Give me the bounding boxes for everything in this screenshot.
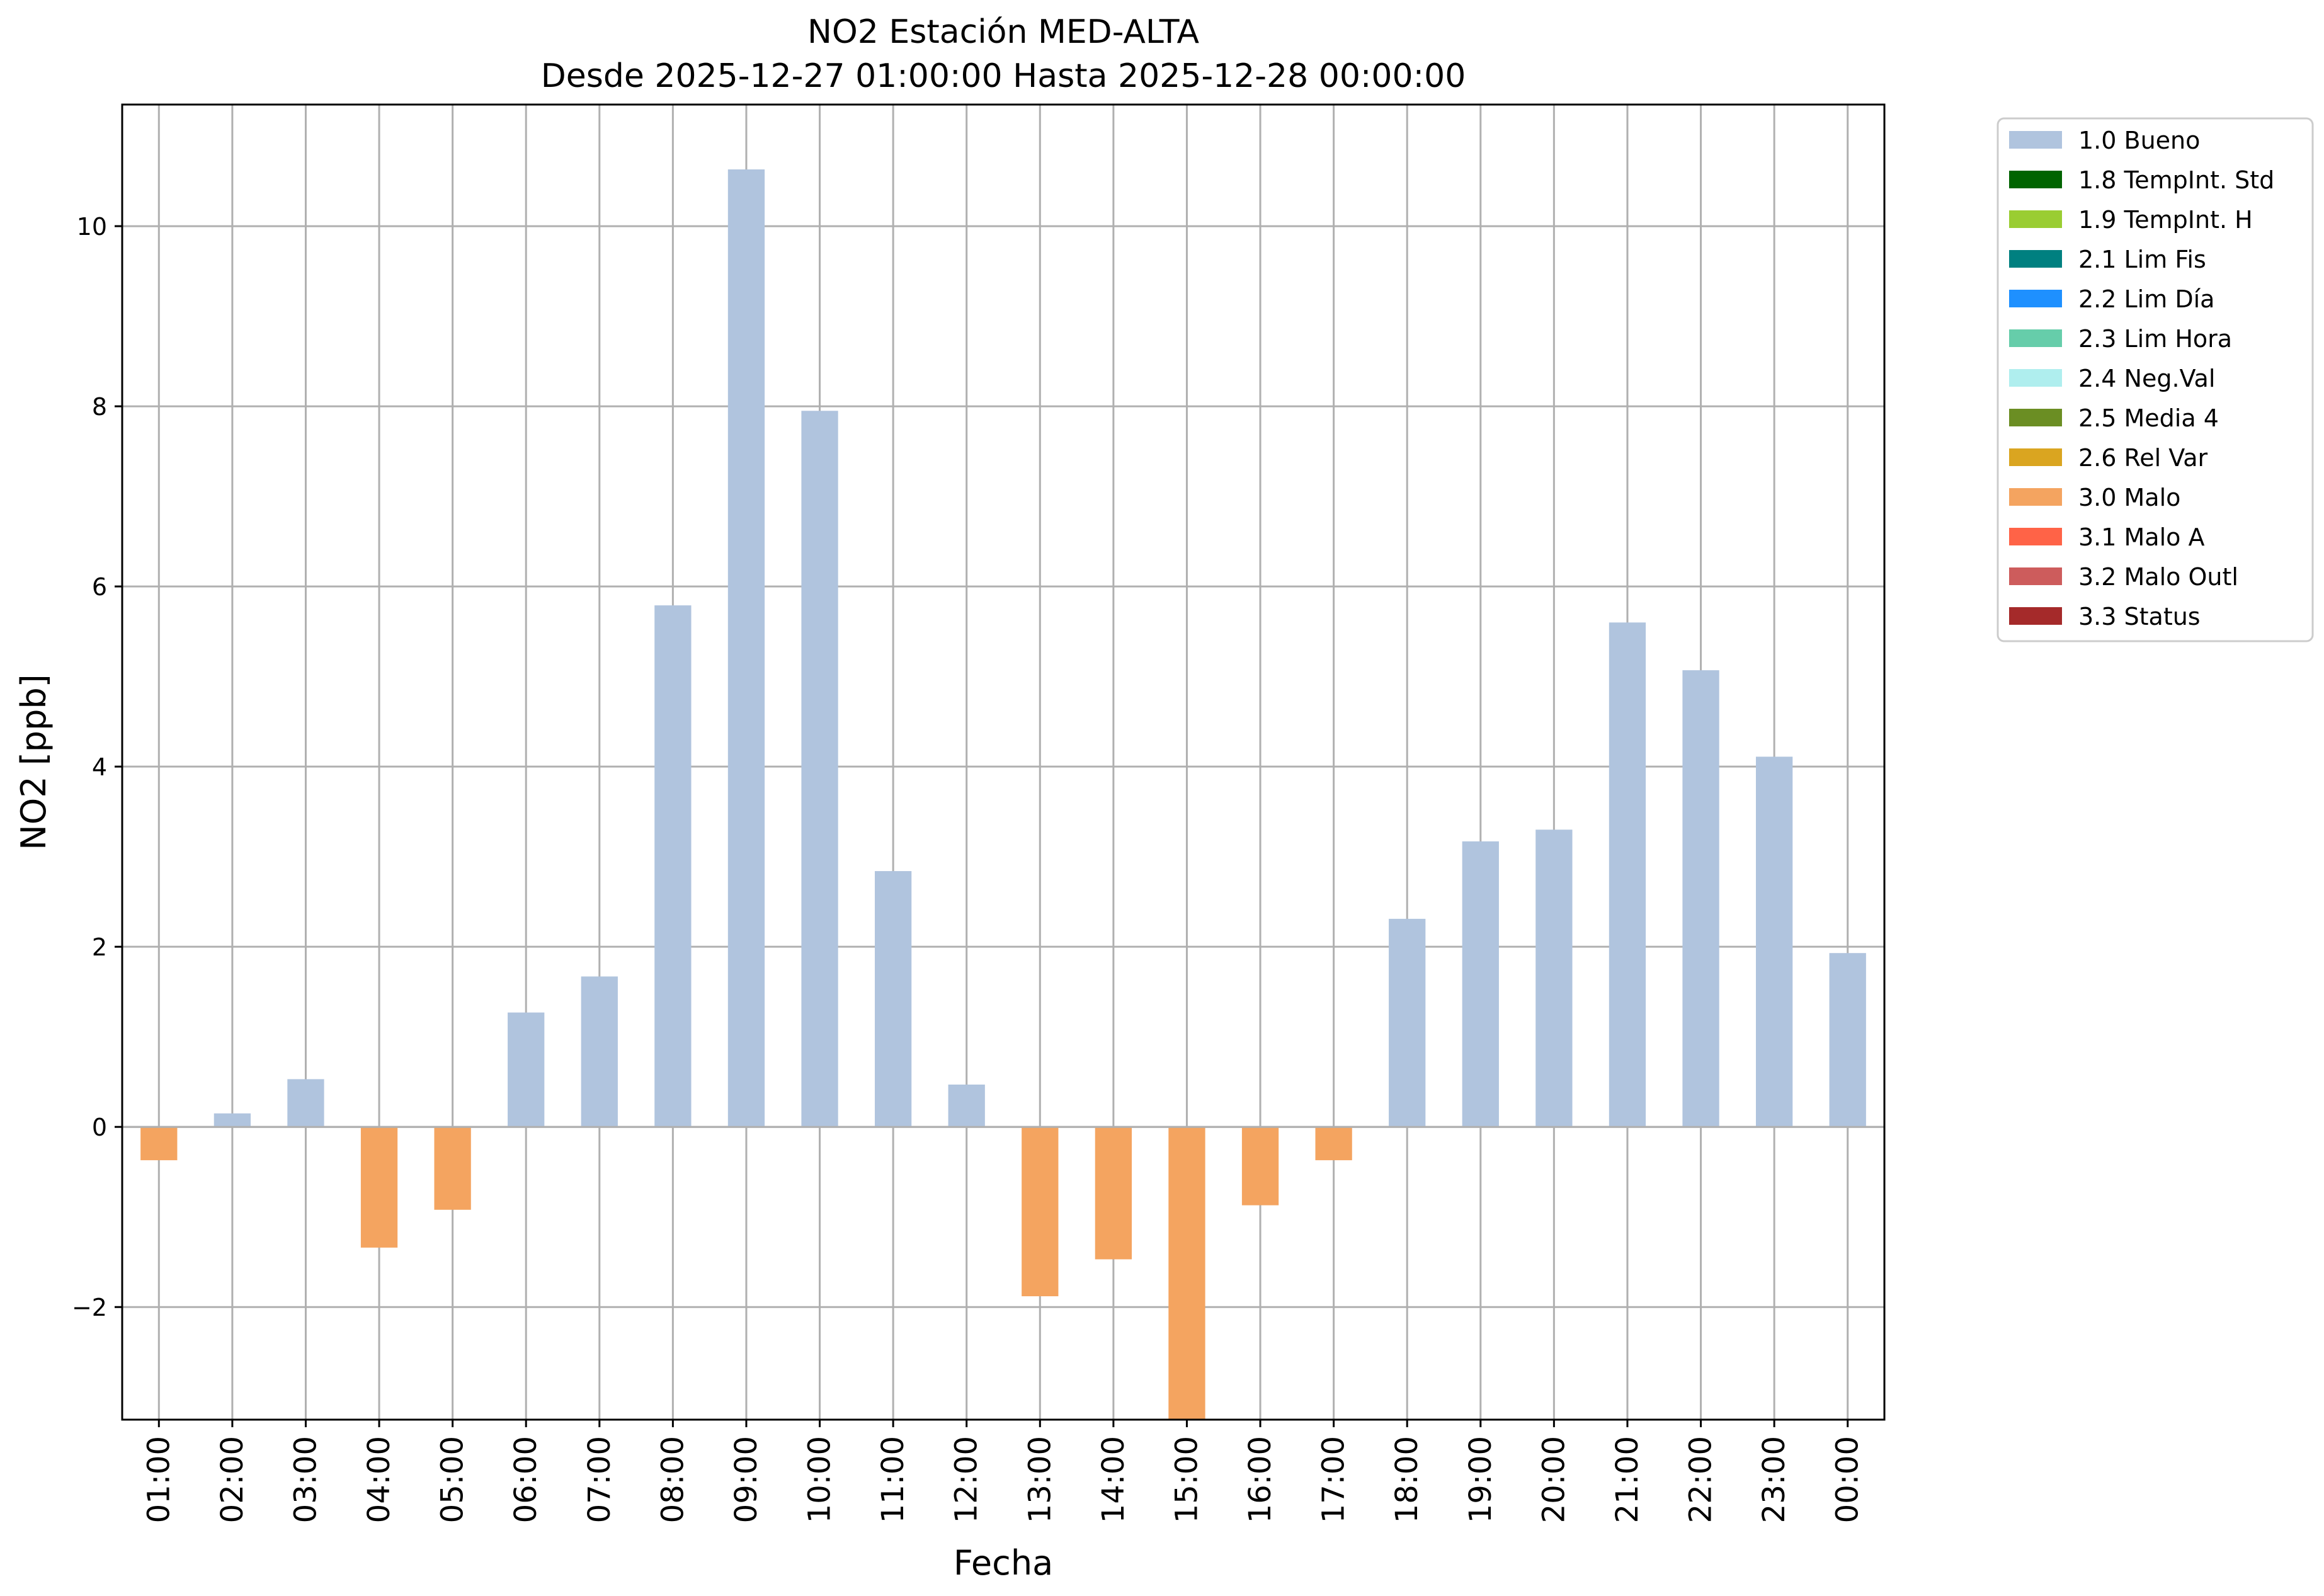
x-tick-label: 13:00: [1022, 1436, 1057, 1523]
x-tick-label: 18:00: [1389, 1436, 1425, 1523]
x-tick-label: 17:00: [1316, 1436, 1352, 1523]
legend-swatch: [2009, 409, 2062, 426]
legend-frame: [1996, 117, 2314, 642]
legend-swatch: [2009, 528, 2062, 545]
chart-subtitle: Desde 2025-12-27 01:00:00 Hasta 2025-12-…: [541, 57, 1466, 95]
bar-0000: [1829, 953, 1866, 1127]
x-axis-label: Fecha: [954, 1543, 1053, 1583]
legend-swatch: [2009, 369, 2062, 387]
x-tick-label: 16:00: [1243, 1436, 1278, 1523]
legend-swatch: [2009, 488, 2062, 506]
bar-0700: [581, 976, 618, 1127]
x-tick-label: 08:00: [655, 1436, 690, 1523]
plot-frame: [121, 103, 1886, 1421]
legend-label: 2.5 Media 4: [2078, 404, 2219, 432]
y-tick-label: 0: [92, 1114, 107, 1141]
bar-1200: [948, 1084, 985, 1127]
legend-swatch: [2009, 567, 2062, 585]
bar-1100: [874, 871, 912, 1127]
bar-0200: [214, 1113, 251, 1127]
bar-0300: [287, 1079, 324, 1127]
chart-title: NO2 Estación MED-ALTA: [807, 13, 1199, 51]
bar-1800: [1389, 918, 1426, 1127]
legend-swatch: [2009, 250, 2062, 268]
bar-1300: [1022, 1127, 1059, 1297]
x-tick-label: 22:00: [1683, 1436, 1719, 1523]
legend-swatch: [2009, 171, 2062, 188]
bar-2000: [1535, 829, 1573, 1127]
legend-swatch: [2009, 607, 2062, 625]
x-tick-label: 04:00: [362, 1436, 397, 1523]
legend-items: 1.0 Bueno 1.8 TempInt. Std 1.9 TempInt. H 2…: [2009, 127, 2274, 630]
y-axis-ticks: −2 0 2 4 6 8 10: [72, 213, 122, 1321]
bar-1700: [1315, 1127, 1352, 1161]
y-tick-label: 4: [92, 753, 107, 781]
bar-2200: [1682, 670, 1719, 1127]
bar-1000: [801, 411, 838, 1127]
x-tick-label: 19:00: [1463, 1436, 1498, 1523]
legend-label: 3.3 Status: [2078, 603, 2201, 630]
bar-0100: [140, 1127, 178, 1161]
y-axis-label: NO2 [ppb]: [14, 674, 54, 850]
x-tick-label: 00:00: [1830, 1436, 1865, 1523]
legend: 1.0 Bueno 1.8 TempInt. Std 1.9 TempInt. H 2…: [1996, 117, 2314, 642]
legend-swatch: [2009, 131, 2062, 149]
bar-0400: [360, 1127, 398, 1248]
x-tick-label: 12:00: [949, 1436, 984, 1523]
bars: [140, 169, 1866, 1420]
bar-1500: [1168, 1127, 1205, 1420]
x-tick-label: 01:00: [141, 1436, 176, 1523]
legend-label: 1.0 Bueno: [2078, 127, 2200, 154]
legend-label: 3.1 Malo A: [2078, 523, 2204, 551]
x-tick-label: 06:00: [508, 1436, 544, 1523]
x-axis-ticks: 01:00 02:00 03:00 04:00 05:00 06:00 07:00 08:00…: [141, 1420, 1865, 1523]
x-tick-label: 21:00: [1610, 1436, 1645, 1523]
bar-1600: [1241, 1127, 1279, 1206]
y-tick-label: 8: [92, 393, 107, 421]
legend-swatch: [2009, 210, 2062, 228]
x-tick-label: 23:00: [1757, 1436, 1792, 1523]
x-tick-label: 03:00: [288, 1436, 323, 1523]
x-tick-label: 09:00: [729, 1436, 764, 1523]
legend-swatch: [2009, 329, 2062, 347]
x-tick-label: 02:00: [215, 1436, 250, 1523]
legend-label: 3.0 Malo: [2078, 484, 2180, 511]
x-tick-label: 14:00: [1096, 1436, 1131, 1523]
x-tick-label: 05:00: [435, 1436, 470, 1523]
x-tick-label: 20:00: [1536, 1436, 1571, 1523]
legend-label: 3.2 Malo Outl: [2078, 563, 2238, 591]
legend-label: 2.6 Rel Var: [2078, 444, 2208, 472]
bar-0600: [508, 1012, 545, 1127]
bar-0500: [434, 1127, 471, 1210]
legend-label: 1.9 TempInt. H: [2078, 206, 2253, 234]
bar-0800: [654, 605, 692, 1127]
bar-2300: [1755, 756, 1793, 1127]
x-tick-label: 10:00: [802, 1436, 838, 1523]
bar-2100: [1609, 622, 1646, 1127]
x-tick-label: 07:00: [582, 1436, 617, 1523]
y-tick-label: 10: [77, 213, 107, 241]
legend-label: 2.2 Lim Día: [2078, 285, 2214, 313]
y-tick-label: −2: [72, 1294, 107, 1321]
legend-swatch: [2009, 448, 2062, 466]
y-tick-label: 6: [92, 573, 107, 601]
legend-label: 2.3 Lim Hora: [2078, 325, 2232, 353]
x-tick-label: 11:00: [875, 1436, 911, 1523]
bar-1400: [1095, 1127, 1132, 1260]
legend-label: 1.8 TempInt. Std: [2078, 166, 2274, 194]
legend-label: 2.1 Lim Fis: [2078, 246, 2206, 273]
x-tick-label: 15:00: [1169, 1436, 1204, 1523]
bar-1900: [1462, 841, 1499, 1127]
y-tick-label: 2: [92, 933, 107, 961]
bar-0900: [727, 169, 765, 1127]
legend-label: 2.4 Neg.Val: [2078, 365, 2215, 392]
legend-swatch: [2009, 290, 2062, 307]
